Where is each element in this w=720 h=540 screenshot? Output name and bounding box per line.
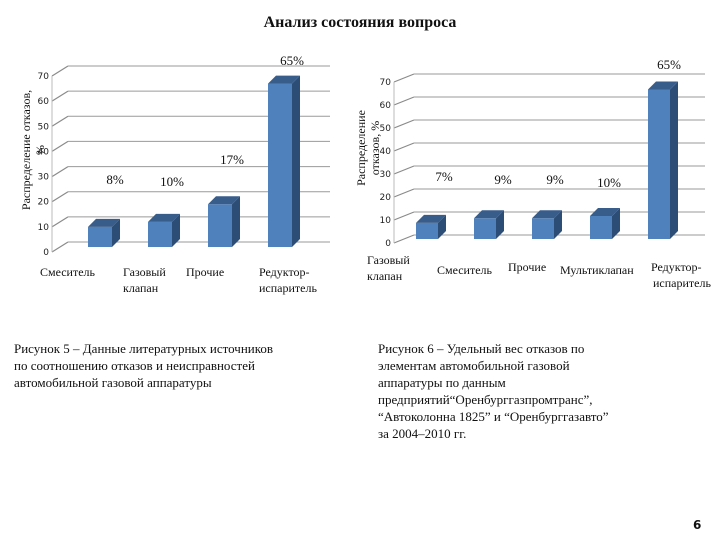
data-label: 10% bbox=[160, 174, 184, 189]
bar bbox=[474, 210, 504, 239]
y-tick-label: 40 bbox=[38, 147, 50, 157]
y-tick-label: 50 bbox=[380, 124, 392, 134]
page-title: Анализ состояния вопроса bbox=[263, 14, 457, 31]
y-tick-label: 30 bbox=[380, 170, 392, 180]
category-label: Прочие bbox=[186, 265, 225, 279]
data-label: 65% bbox=[657, 57, 681, 72]
bar bbox=[590, 208, 620, 239]
y-tick-label: 20 bbox=[38, 198, 50, 208]
y-tick-label: 0 bbox=[43, 248, 49, 258]
y-tick-label: 10 bbox=[38, 223, 50, 233]
data-label: 9% bbox=[546, 172, 564, 187]
y-tick-label: 70 bbox=[380, 78, 392, 88]
category-label: Мультиклапан bbox=[560, 263, 634, 277]
category-label: Газовый клапан bbox=[367, 253, 410, 283]
y-tick-label: 20 bbox=[380, 193, 392, 203]
category-label: Прочие bbox=[508, 260, 547, 274]
bar bbox=[648, 81, 678, 239]
page-number: 6 bbox=[693, 518, 702, 532]
category-label: Смеситель bbox=[40, 265, 96, 279]
y-tick-label: 70 bbox=[38, 72, 50, 82]
data-label: 65% bbox=[280, 53, 304, 68]
chart-figure-5: 0 10 20 30 40 50 60 70 Распределение отказов,% 8%… bbox=[19, 53, 330, 258]
data-label: 9% bbox=[494, 172, 512, 187]
category-label: Редуктор-испаритель bbox=[259, 265, 317, 295]
figure-5-caption: Рисунок 5 – Данные литературных источник… bbox=[14, 341, 274, 390]
category-label: Смеситель bbox=[437, 263, 493, 277]
bar bbox=[416, 214, 446, 239]
category-label: Газовый клапан bbox=[123, 265, 166, 295]
data-label: 10% bbox=[597, 175, 621, 190]
data-label: 7% bbox=[435, 169, 453, 184]
y-axis-label: Распределениеотказов, % bbox=[354, 110, 382, 186]
bar bbox=[88, 218, 120, 247]
y-tick-label: 40 bbox=[380, 147, 392, 157]
bar bbox=[268, 75, 300, 247]
y-tick-label: 60 bbox=[380, 101, 392, 111]
y-axis-label: Распределение отказов,% bbox=[19, 90, 47, 210]
data-label: 8% bbox=[106, 172, 124, 187]
y-tick-label: 50 bbox=[38, 122, 50, 132]
bar bbox=[208, 196, 240, 247]
figure-6-caption: Рисунок 6 – Удельный вес отказов по элем… bbox=[378, 341, 609, 441]
y-tick-label: 10 bbox=[380, 216, 392, 226]
bar bbox=[532, 210, 562, 239]
chart-figure-6: 0 10 20 30 40 50 60 70 Распределениеотказов, % 7%… bbox=[354, 57, 705, 249]
category-label: Редуктор-испаритель bbox=[651, 260, 711, 290]
data-label: 17% bbox=[220, 152, 244, 167]
bar bbox=[148, 213, 180, 247]
y-tick-label: 30 bbox=[38, 173, 50, 183]
y-tick-label: 60 bbox=[38, 97, 50, 107]
y-tick-label: 0 bbox=[385, 239, 391, 249]
